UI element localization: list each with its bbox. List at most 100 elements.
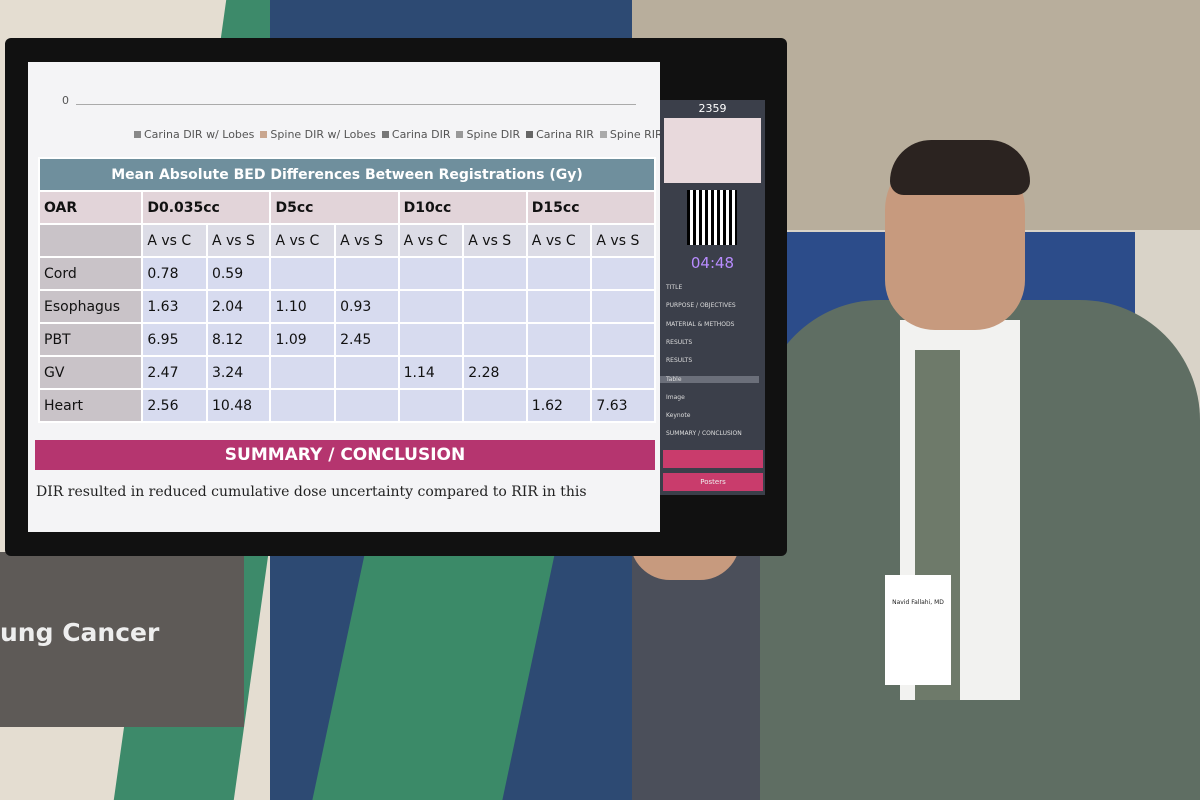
value-cell <box>269 256 337 291</box>
qr-code <box>687 190 737 245</box>
thumbnail <box>664 118 761 183</box>
summary-bar: SUMMARY / CONCLUSION <box>35 440 655 470</box>
badge-name: Navid Fallahi, MD <box>892 599 944 606</box>
value-cell: 1.62 <box>525 388 593 423</box>
subheader-cell: A vs C <box>397 223 465 258</box>
organ-cell: Esophagus <box>37 289 144 324</box>
legend-swatch <box>599 131 607 138</box>
badge: Navid Fallahi, MD <box>885 575 951 685</box>
value-cell <box>462 256 528 291</box>
value-cell: 10.48 <box>205 388 272 423</box>
organ-cell: Heart <box>37 388 144 423</box>
subheader-cell: A vs C <box>525 223 593 258</box>
header-cell: OAR <box>37 190 144 225</box>
subheader-cell: A vs C <box>141 223 208 258</box>
value-cell <box>397 289 465 324</box>
subheader-cell: A vs C <box>269 223 337 258</box>
summary-text: DIR resulted in reduced cumulative dose … <box>36 484 587 500</box>
table-row: Cord 0.78 0.59 <box>37 256 656 291</box>
value-cell <box>269 355 337 390</box>
value-cell: 1.10 <box>269 289 337 324</box>
nav-item[interactable]: Image <box>666 393 685 401</box>
value-cell: 3.24 <box>205 355 272 390</box>
value-cell <box>397 322 465 357</box>
value-cell <box>525 289 593 324</box>
nav-item[interactable]: Table <box>660 375 759 383</box>
nav-item[interactable]: MATERIAL & METHODS <box>666 320 735 328</box>
organ-cell: Cord <box>37 256 144 291</box>
value-cell <box>525 355 593 390</box>
subheader-cell: A vs S <box>334 223 400 258</box>
value-cell <box>397 388 465 423</box>
banner-text: ung Cancer <box>0 618 160 647</box>
value-cell: 2.04 <box>205 289 272 324</box>
value-cell: 8.12 <box>205 322 272 357</box>
title-row: Mean Absolute BED Differences Between Re… <box>38 157 656 192</box>
legend-swatch <box>260 131 268 138</box>
table: Mean Absolute BED Differences Between Re… <box>37 157 657 423</box>
legend-swatch <box>381 131 389 138</box>
value-cell <box>590 322 656 357</box>
value-cell: 0.78 <box>141 256 208 291</box>
value-cell: 1.09 <box>269 322 337 357</box>
legend-label: Spine DIR w/ Lobes <box>270 128 376 141</box>
table-row: PBT 6.95 8.12 1.09 2.45 <box>37 322 656 357</box>
value-cell: 6.95 <box>141 322 208 357</box>
nav-buttons[interactable] <box>663 450 763 468</box>
value-cell: 1.14 <box>397 355 465 390</box>
banner-panel: ung Cancer <box>0 552 244 727</box>
poster-number: 2359 <box>698 102 727 115</box>
header-cell: D10cc <box>397 190 528 225</box>
value-cell <box>462 289 528 324</box>
table-row: GV 2.47 3.24 1.14 2.28 <box>37 355 656 390</box>
nav-item[interactable]: RESULTS <box>666 357 693 365</box>
subheader-cell: A vs S <box>462 223 528 258</box>
nav-item[interactable]: TITLE <box>666 284 683 291</box>
back-button[interactable]: Posters <box>663 473 763 491</box>
subheader-cell: A vs S <box>205 223 272 258</box>
legend-label: Spine DIR <box>466 128 521 141</box>
value-cell <box>397 256 465 291</box>
value-cell: 2.45 <box>334 322 400 357</box>
organ-cell: PBT <box>37 322 144 357</box>
nav-item[interactable]: PURPOSE / OBJECTIVES <box>666 302 736 310</box>
value-cell <box>334 388 400 423</box>
subheader-cell <box>37 223 144 258</box>
value-cell <box>269 388 337 423</box>
value-cell: 1.63 <box>141 289 208 324</box>
hair <box>890 140 1030 195</box>
value-cell: 0.59 <box>205 256 272 291</box>
legend-swatch <box>526 131 534 138</box>
value-cell: 2.28 <box>462 355 528 390</box>
value-cell <box>334 256 400 291</box>
axis-zero: 0 <box>62 94 69 107</box>
legend-swatch <box>134 131 141 138</box>
value-cell: 7.63 <box>590 388 656 423</box>
value-cell: 0.93 <box>334 289 400 324</box>
value-cell: 2.47 <box>141 355 208 390</box>
sidebar: 2359 04:48 Posters TITLE PURPOSE / OBJECT… <box>660 100 765 495</box>
value-cell: 2.56 <box>141 388 208 423</box>
value-cell <box>334 355 400 390</box>
header-cell: D0.035cc <box>141 190 272 225</box>
legend-swatch <box>456 131 464 138</box>
organ-cell: GV <box>37 355 144 390</box>
header-row: OAR D0.035cc D5cc D10cc D15cc <box>37 190 657 225</box>
legend-label: Carina DIR w/ Lobes <box>144 128 255 141</box>
nav-item[interactable]: RESULTS <box>666 338 693 346</box>
table-row: Heart 2.56 10.48 1.62 7.63 <box>37 388 656 423</box>
header-cell: D5cc <box>269 190 400 225</box>
value-cell <box>590 289 656 324</box>
screen: 0 Carina DIR w/ Lobes Spine DIR w/ Lobes C… <box>28 62 660 532</box>
axis-line <box>76 104 636 105</box>
value-cell <box>590 256 656 291</box>
nav-item[interactable]: Keynote <box>666 412 691 420</box>
table-row: Esophagus 1.63 2.04 1.10 0.93 <box>37 289 656 324</box>
table-title: Mean Absolute BED Differences Between Re… <box>38 157 656 192</box>
timer: 04:48 <box>690 254 735 272</box>
legend: Carina DIR w/ Lobes Spine DIR w/ Lobes Car… <box>128 128 660 141</box>
value-cell <box>525 322 593 357</box>
nav-item[interactable]: SUMMARY / CONCLUSION <box>666 430 742 438</box>
